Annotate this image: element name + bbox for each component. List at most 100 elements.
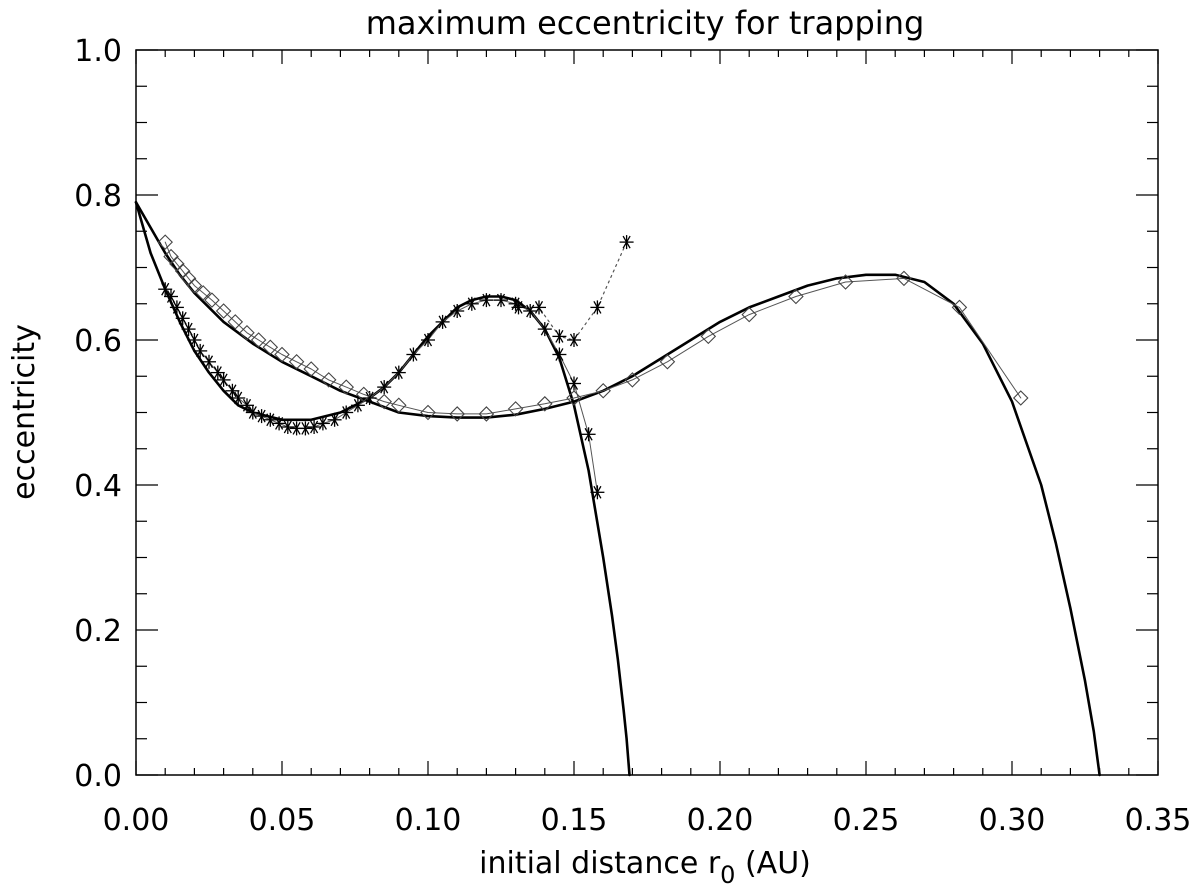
asterisk-marker	[175, 311, 190, 326]
asterisk-marker	[435, 314, 450, 329]
y-axis-title: eccentricity	[7, 324, 42, 500]
asterisk-data-dotted-line	[517, 241, 628, 341]
asterisk-marker	[231, 391, 246, 405]
diamond-marker	[303, 361, 319, 377]
asterisk-marker	[225, 383, 240, 398]
asterisk-marker	[280, 420, 295, 434]
y-tick-label: 0.0	[74, 759, 122, 794]
asterisk-marker	[511, 300, 526, 315]
diamond-marker	[250, 332, 267, 348]
diamond-marker	[1012, 390, 1029, 406]
asterisk-marker	[158, 282, 173, 297]
diamond-marker	[624, 372, 641, 388]
diamond-marker	[186, 277, 203, 294]
y-tick-label: 0.8	[74, 179, 122, 214]
x-axis-title: initial distance r0 (AU)	[479, 846, 811, 889]
asterisk-marker	[327, 412, 342, 427]
x-tick-label: 0.25	[833, 803, 900, 838]
asterisk-model-curve-line	[134, 201, 631, 777]
asterisk-marker	[552, 329, 567, 344]
diamond-marker	[227, 314, 244, 330]
diamond-marker	[478, 406, 495, 422]
asterisk-marker	[202, 354, 216, 369]
plot-frame	[135, 49, 1159, 776]
asterisk-marker	[298, 421, 313, 436]
diamond-marker	[741, 306, 757, 323]
asterisk-marker	[210, 365, 225, 380]
diamond-marker	[338, 379, 355, 395]
diamond-marker	[288, 353, 305, 370]
diamond-marker	[566, 390, 582, 406]
asterisk-marker	[377, 380, 392, 395]
asterisk-marker	[240, 398, 254, 413]
diamond-marker	[507, 401, 524, 417]
diamond-marker	[355, 386, 372, 403]
y-tick-label: 0.2	[74, 614, 122, 649]
asterisk-marker	[532, 300, 546, 315]
diamond-marker	[659, 353, 676, 370]
diamond-marker	[163, 248, 179, 265]
asterisk-marker	[552, 347, 567, 362]
asterisk-marker	[406, 347, 421, 362]
diamond-marker	[896, 270, 912, 287]
diamond-marker	[951, 299, 968, 316]
marker-layer	[157, 234, 1029, 500]
diamond-marker	[239, 324, 255, 341]
diamond-marker	[391, 397, 407, 414]
asterisk-marker	[193, 343, 208, 358]
asterisk-marker	[479, 293, 494, 308]
asterisk-marker	[567, 376, 581, 391]
diamond-marker	[376, 393, 392, 410]
asterisk-marker	[537, 322, 552, 337]
y-tick-label: 0.6	[74, 324, 122, 359]
x-tick-label: 0.05	[249, 803, 316, 838]
y-tick-label: 1.0	[74, 34, 122, 69]
asterisk-marker	[421, 333, 435, 347]
diamond-marker	[449, 406, 465, 422]
asterisk-marker	[450, 304, 465, 318]
diamond-marker	[204, 292, 220, 308]
asterisk-marker	[169, 300, 184, 315]
asterisk-marker	[289, 421, 304, 436]
diamond-marker	[700, 328, 717, 345]
x-tick-label: 0.20	[687, 803, 754, 838]
diamond-marker	[320, 372, 337, 388]
diamond-marker	[262, 339, 279, 356]
diamond-marker	[788, 288, 804, 305]
x-tick-label: 0.30	[979, 803, 1046, 838]
asterisk-marker	[272, 416, 287, 431]
asterisk-marker	[391, 365, 406, 380]
chart-title: maximum eccentricity for trapping	[366, 4, 925, 42]
diamond-marker	[169, 256, 185, 272]
asterisk-marker	[164, 289, 178, 304]
diamond-marker	[174, 263, 191, 279]
diamond-marker	[195, 285, 211, 301]
diamond-marker	[595, 382, 611, 399]
asterisk-marker	[494, 293, 508, 308]
diamond-data-line	[164, 241, 1022, 415]
x-tick-label: 0.00	[103, 803, 170, 838]
axis-tick-labels: 0.00 0.05 0.10 0.15 0.20 0.25 0.30 0.35 0.0 0.2 0.…	[74, 34, 1191, 838]
axis-ticks	[135, 49, 1159, 776]
asterisk-marker	[590, 485, 605, 500]
asterisk-marker	[187, 333, 202, 347]
asterisk-marker	[619, 235, 634, 250]
diamond-model-curve-line	[134, 201, 1101, 777]
diamond-marker	[274, 346, 290, 363]
asterisk-marker	[464, 296, 479, 311]
series-layer	[134, 201, 1101, 777]
asterisk-marker	[581, 427, 596, 442]
diamond-marker	[180, 270, 197, 287]
x-tick-label: 0.10	[395, 803, 462, 838]
asterisk-marker	[590, 300, 605, 315]
asterisk-marker	[350, 398, 365, 413]
diamond-marker	[837, 274, 854, 290]
diamond-marker	[215, 303, 232, 319]
asterisk-marker	[181, 322, 196, 337]
y-tick-label: 0.4	[74, 469, 122, 504]
asterisk-marker	[307, 420, 322, 434]
asterisk-marker	[567, 333, 581, 347]
asterisk-marker	[254, 409, 269, 424]
diamond-marker	[157, 234, 173, 250]
